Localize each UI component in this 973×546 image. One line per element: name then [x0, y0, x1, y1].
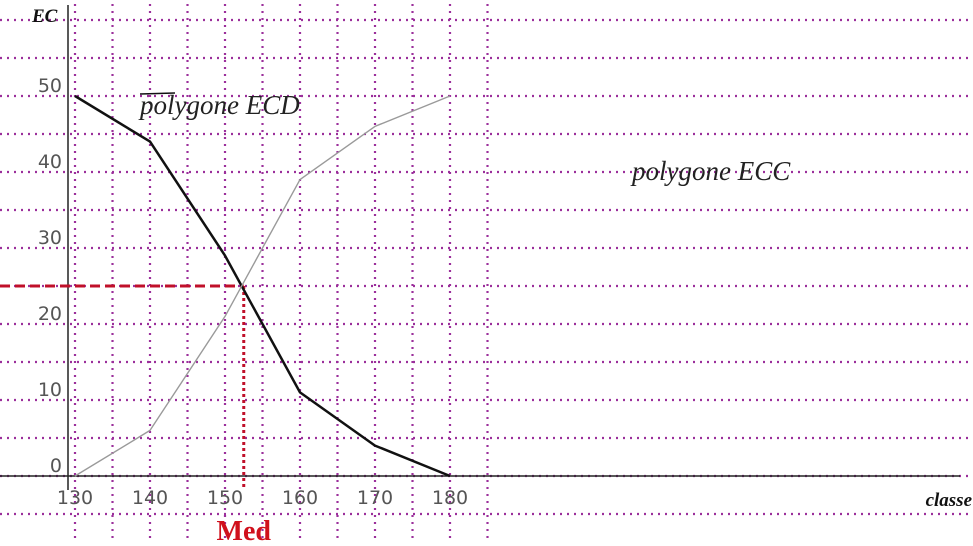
y-tick-label: 30: [38, 227, 62, 249]
series-line-ecc: [74, 95, 451, 477]
series-lines: [74, 94, 451, 478]
x-tick-label: 160: [282, 487, 318, 509]
grid: [0, 4, 973, 542]
median-label: Med: [217, 516, 272, 546]
series-line-ecd: [74, 94, 451, 478]
x-tick-label: 150: [207, 487, 243, 509]
series-label-ecd: polygone ECD: [138, 90, 300, 120]
y-tick-label: 10: [38, 379, 62, 401]
x-tick-label: 170: [357, 487, 393, 509]
y-tick-label: 40: [38, 151, 62, 173]
y-axis-title: EC: [31, 6, 58, 27]
tick-labels: 130 140 150 160 170 180 0 10 20 30 40 50: [38, 75, 468, 509]
x-tick-label: 130: [57, 487, 93, 509]
chart-labels: EC classe polygone ECD polygone ECC Med: [31, 6, 973, 546]
y-tick-label: 50: [38, 75, 62, 97]
x-axis-title: classe: [926, 490, 973, 511]
series-label-ecc: polygone ECC: [630, 156, 791, 186]
x-tick-label: 180: [432, 487, 468, 509]
series-label-ecd-mark: [139, 92, 176, 95]
y-tick-label: 20: [38, 303, 62, 325]
median-guides: [0, 284, 246, 490]
x-tick-label: 140: [132, 487, 168, 509]
y-tick-label: 0: [50, 455, 62, 477]
